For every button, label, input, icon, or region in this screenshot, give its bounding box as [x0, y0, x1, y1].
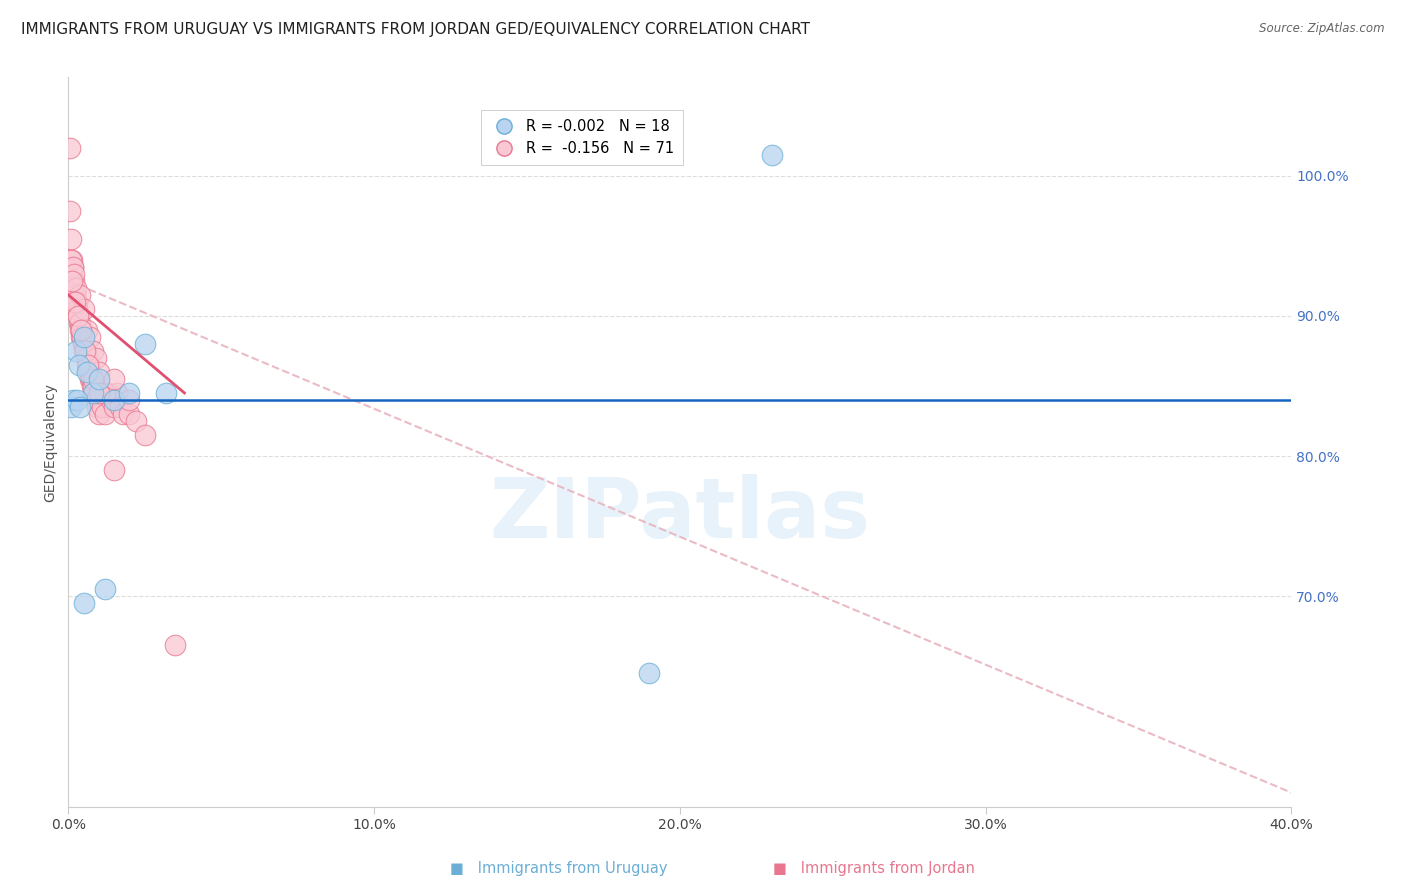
- Point: [79, 372, 101, 386]
- Point: [87, 365, 110, 379]
- Point: [65, 281, 87, 295]
- Point: [72, 301, 94, 316]
- Point: [82, 386, 104, 401]
- Point: [94, 582, 117, 597]
- Point: [83, 386, 105, 401]
- Point: [80, 372, 103, 386]
- Point: [84, 392, 107, 407]
- Point: [103, 392, 125, 407]
- Point: [79, 365, 101, 379]
- Point: [124, 414, 146, 428]
- Point: [76, 351, 98, 365]
- Point: [76, 323, 98, 337]
- Point: [72, 596, 94, 610]
- Point: [105, 386, 128, 401]
- Point: [67, 316, 90, 330]
- Legend: R = -0.002   N = 18, R =  -0.156   N = 71: R = -0.002 N = 18, R = -0.156 N = 71: [481, 111, 683, 165]
- Point: [60, 232, 83, 246]
- Point: [72, 336, 94, 351]
- Point: [69, 323, 91, 337]
- Point: [761, 147, 783, 161]
- Point: [165, 638, 187, 652]
- Point: [103, 372, 125, 386]
- Point: [70, 330, 93, 344]
- Point: [69, 316, 91, 330]
- Point: [72, 336, 94, 351]
- Point: [134, 336, 156, 351]
- Point: [62, 274, 84, 288]
- Point: [75, 351, 97, 365]
- Text: IMMIGRANTS FROM URUGUAY VS IMMIGRANTS FROM JORDAN GED/EQUIVALENCY CORRELATION CH: IMMIGRANTS FROM URUGUAY VS IMMIGRANTS FR…: [21, 22, 810, 37]
- Point: [63, 267, 86, 281]
- Text: Source: ZipAtlas.com: Source: ZipAtlas.com: [1260, 22, 1385, 36]
- Point: [77, 358, 100, 372]
- Point: [103, 463, 125, 477]
- Point: [65, 294, 87, 309]
- Point: [62, 392, 84, 407]
- Point: [66, 309, 89, 323]
- Point: [66, 294, 89, 309]
- Point: [86, 400, 108, 414]
- Text: ■   Immigrants from Uruguay: ■ Immigrants from Uruguay: [450, 861, 668, 876]
- Point: [77, 358, 100, 372]
- Point: [63, 281, 86, 295]
- Text: ■   Immigrants from Jordan: ■ Immigrants from Jordan: [773, 861, 976, 876]
- Point: [80, 379, 103, 393]
- Point: [100, 392, 122, 407]
- Point: [70, 330, 93, 344]
- Point: [63, 294, 86, 309]
- Point: [77, 365, 100, 379]
- Point: [72, 330, 94, 344]
- Point: [76, 358, 98, 372]
- Point: [59, 140, 82, 154]
- Point: [118, 392, 141, 407]
- Point: [82, 343, 104, 358]
- Point: [84, 351, 107, 365]
- Text: ZIPatlas: ZIPatlas: [489, 475, 870, 556]
- Point: [60, 274, 83, 288]
- Point: [87, 372, 110, 386]
- Point: [103, 400, 125, 414]
- Point: [70, 323, 93, 337]
- Point: [60, 252, 83, 267]
- Point: [66, 309, 89, 323]
- Point: [73, 343, 96, 358]
- Point: [62, 260, 84, 274]
- Point: [118, 407, 141, 421]
- Point: [112, 407, 135, 421]
- Point: [87, 386, 110, 401]
- Point: [73, 343, 96, 358]
- Point: [97, 386, 120, 401]
- Point: [82, 379, 104, 393]
- Point: [118, 386, 141, 401]
- Point: [73, 343, 96, 358]
- Y-axis label: GED/Equivalency: GED/Equivalency: [44, 383, 58, 501]
- Point: [87, 407, 110, 421]
- Point: [66, 301, 89, 316]
- Point: [76, 365, 98, 379]
- Point: [66, 392, 89, 407]
- Point: [94, 407, 117, 421]
- Point: [66, 301, 89, 316]
- Point: [69, 400, 91, 414]
- Point: [82, 372, 104, 386]
- Point: [69, 287, 91, 301]
- Point: [155, 386, 177, 401]
- Point: [63, 287, 86, 301]
- Point: [79, 330, 101, 344]
- Point: [90, 400, 112, 414]
- Point: [65, 343, 87, 358]
- Point: [94, 386, 117, 401]
- Point: [134, 428, 156, 442]
- Point: [60, 252, 83, 267]
- Point: [638, 666, 661, 681]
- Point: [67, 358, 90, 372]
- Point: [59, 203, 82, 218]
- Point: [108, 400, 131, 414]
- Point: [60, 400, 83, 414]
- Point: [62, 260, 84, 274]
